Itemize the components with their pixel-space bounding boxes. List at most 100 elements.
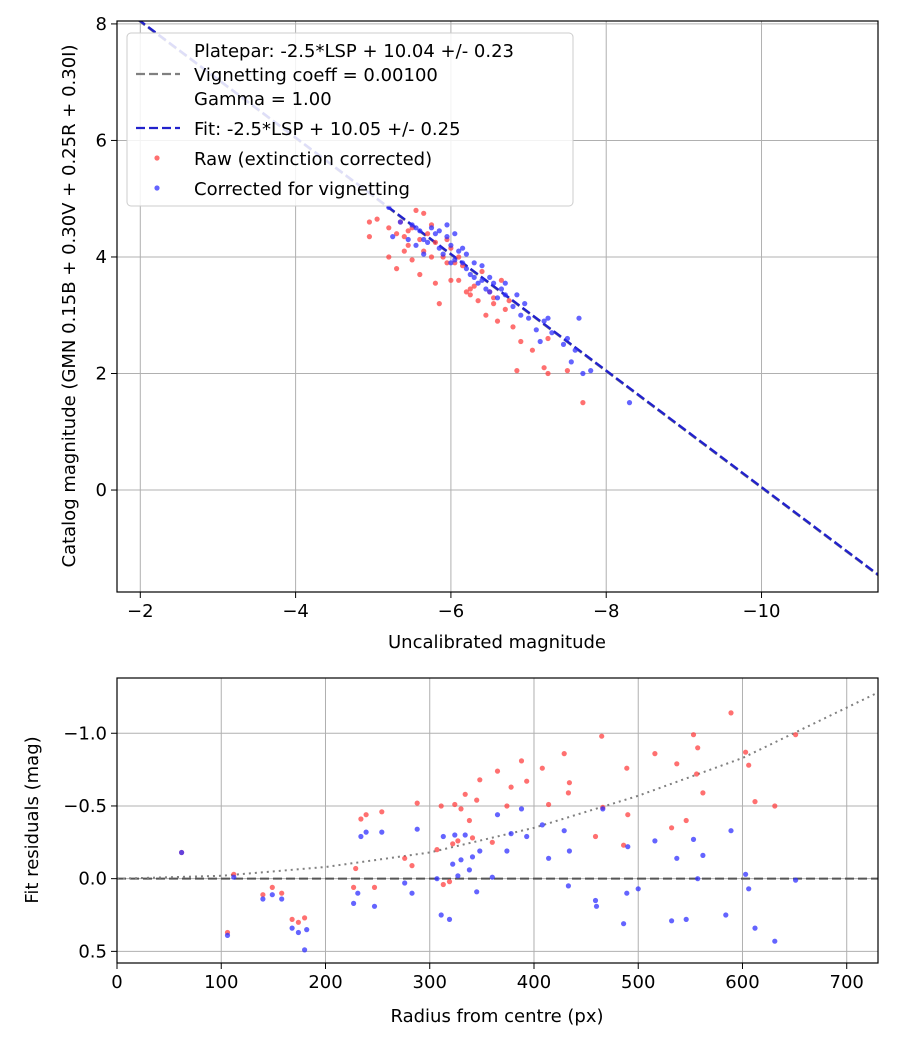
bottom-corrected-point — [224, 932, 231, 939]
bottom-ticks: 0 100 200 300 400 500 600 700 0.5 0.0 −0.5 −1.0 — [63, 723, 864, 993]
bottom-corrected-point — [546, 855, 552, 861]
top-raw-point — [491, 295, 497, 301]
bottom-vignetting-model-curve — [117, 691, 878, 880]
bottom-corrected-point — [600, 806, 606, 812]
top-corrected-point — [463, 251, 469, 257]
top-raw-point — [510, 324, 516, 330]
top-x-axis-label: Uncalibrated magnitude — [388, 632, 606, 653]
bottom-corrected-point — [179, 849, 185, 856]
bottom-corrected-point — [452, 832, 458, 838]
top-raw-point — [564, 368, 571, 374]
top-axes-frame — [116, 20, 879, 593]
bottom-corrected-point — [458, 857, 464, 863]
bottom-raw-point — [477, 777, 483, 783]
top-raw-point — [448, 277, 454, 283]
top-x-tick-label: −4 — [282, 601, 309, 622]
bottom-corrected-point — [566, 848, 573, 854]
bottom-raw-point — [621, 842, 627, 848]
bottom-corrected-point — [700, 852, 706, 859]
top-raw-point — [417, 236, 423, 243]
bottom-corrected-point — [674, 855, 680, 861]
top-raw-point — [432, 239, 438, 245]
top-raw-point — [471, 283, 477, 289]
bottom-corrected-point — [351, 900, 357, 907]
bottom-raw-point — [504, 803, 510, 809]
bottom-y-tick-label: −1.0 — [63, 723, 107, 744]
bottom-corrected-point — [793, 877, 799, 883]
bottom-corrected-point — [695, 876, 701, 882]
top-corrected-point — [487, 274, 493, 280]
bottom-raw-point — [690, 732, 697, 738]
legend: Platepar: -2.5*LSP + 10.04 +/- 0.23 Vign… — [126, 32, 574, 207]
top-corrected-point — [452, 257, 458, 263]
top-raw-point — [491, 301, 497, 307]
top-corrected-point — [460, 245, 466, 251]
bottom-raw-point — [565, 790, 572, 796]
bottom-raw-point — [695, 745, 701, 751]
legend-corrected-marker — [154, 185, 160, 191]
top-raw-point — [409, 257, 415, 263]
top-corrected-point — [537, 338, 543, 345]
bottom-raw-point — [440, 881, 446, 888]
top-corrected-point — [444, 222, 450, 228]
bottom-raw-point — [260, 892, 266, 898]
top-raw-point — [475, 298, 481, 304]
bottom-corrected-point — [669, 918, 675, 924]
top-y-tick-label: 8 — [96, 14, 107, 35]
bottom-corrected-point — [477, 848, 483, 854]
bottom-reference-lines — [117, 691, 878, 880]
top-corrected-point — [390, 234, 396, 240]
top-raw-point — [541, 365, 547, 371]
top-raw-point — [467, 286, 473, 292]
top-corrected-point — [487, 289, 493, 295]
bottom-raw-point — [302, 915, 308, 921]
top-raw-point — [436, 301, 442, 307]
top-x-tick-label: −2 — [127, 601, 154, 622]
top-corrected-point — [498, 286, 504, 292]
top-raw-point — [394, 231, 400, 237]
legend-box — [126, 32, 574, 207]
bottom-raw-point — [694, 771, 700, 777]
bottom-corrected-point — [683, 916, 689, 923]
top-corrected-point — [541, 318, 547, 324]
top-corrected-point — [479, 277, 485, 283]
top-corrected-point — [452, 231, 458, 237]
top-x-tick-label: −10 — [743, 601, 781, 622]
bottom-raw-point — [489, 839, 495, 845]
bottom-raw-point — [269, 884, 275, 891]
bottom-corrected-point — [565, 883, 572, 889]
bottom-corrected-point — [625, 844, 631, 850]
bottom-raw-point — [508, 784, 514, 790]
top-raw-point — [580, 400, 586, 406]
top-corrected-point — [463, 266, 469, 272]
top-corrected-point — [405, 236, 411, 243]
bottom-corrected-point — [409, 890, 415, 896]
bottom-corrected-point — [302, 947, 308, 953]
top-raw-point — [374, 216, 380, 222]
top-ticks: −2 −4 −6 −8 −10 0 2 4 6 8 — [96, 14, 781, 622]
top-corrected-point — [576, 315, 582, 321]
bottom-corrected-point — [466, 867, 472, 873]
bottom-raw-point — [469, 835, 476, 841]
bottom-raw-point — [743, 749, 749, 755]
top-corrected-point — [483, 286, 489, 292]
legend-fit-text: Fit: -2.5*LSP + 10.05 +/- 0.25 — [194, 119, 461, 140]
bottom-corrected-point — [743, 871, 749, 877]
bottom-corrected-point — [355, 890, 361, 896]
top-corrected-point — [502, 292, 508, 298]
top-corrected-point — [560, 341, 567, 347]
bottom-corrected-point — [524, 833, 530, 840]
legend-platepar-text: Platepar: -2.5*LSP + 10.04 +/- 0.23 — [194, 41, 514, 62]
top-raw-point — [405, 228, 411, 234]
bottom-corrected-point — [379, 829, 385, 835]
bottom-corrected-point — [358, 833, 364, 840]
top-corrected-point — [436, 228, 442, 234]
top-corrected-point — [502, 280, 508, 286]
bottom-corrected-point — [635, 886, 641, 892]
bottom-corrected-point — [304, 927, 310, 933]
top-corrected-point — [448, 260, 454, 266]
top-corrected-point — [545, 315, 551, 321]
top-raw-point — [401, 234, 407, 240]
bottom-corrected-point — [469, 854, 476, 860]
